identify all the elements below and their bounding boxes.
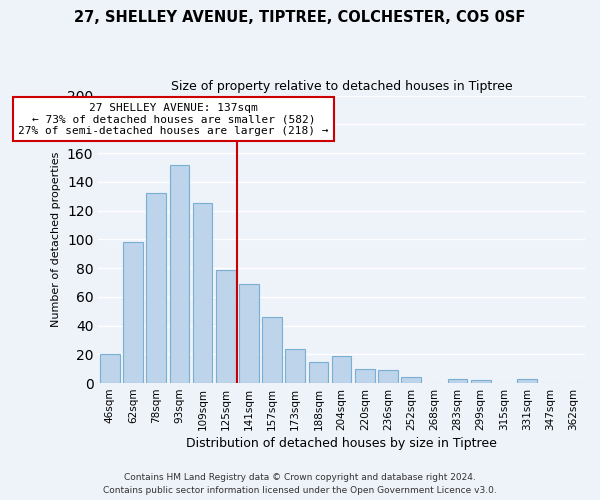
Title: Size of property relative to detached houses in Tiptree: Size of property relative to detached ho… — [171, 80, 512, 93]
Bar — [332, 356, 352, 383]
Bar — [123, 242, 143, 383]
X-axis label: Distribution of detached houses by size in Tiptree: Distribution of detached houses by size … — [186, 437, 497, 450]
Bar — [193, 204, 212, 383]
Bar — [401, 378, 421, 383]
Bar — [355, 368, 374, 383]
Text: 27, SHELLEY AVENUE, TIPTREE, COLCHESTER, CO5 0SF: 27, SHELLEY AVENUE, TIPTREE, COLCHESTER,… — [74, 10, 526, 25]
Y-axis label: Number of detached properties: Number of detached properties — [52, 152, 61, 327]
Bar — [146, 194, 166, 383]
Bar — [170, 164, 189, 383]
Bar — [378, 370, 398, 383]
Bar — [308, 362, 328, 383]
Bar — [286, 348, 305, 383]
Bar — [262, 317, 282, 383]
Bar — [448, 379, 467, 383]
Text: 27 SHELLEY AVENUE: 137sqm
← 73% of detached houses are smaller (582)
27% of semi: 27 SHELLEY AVENUE: 137sqm ← 73% of detac… — [19, 102, 329, 136]
Bar — [517, 379, 537, 383]
Text: Contains HM Land Registry data © Crown copyright and database right 2024.
Contai: Contains HM Land Registry data © Crown c… — [103, 474, 497, 495]
Bar — [239, 284, 259, 383]
Bar — [216, 270, 236, 383]
Bar — [471, 380, 491, 383]
Bar — [100, 354, 120, 383]
